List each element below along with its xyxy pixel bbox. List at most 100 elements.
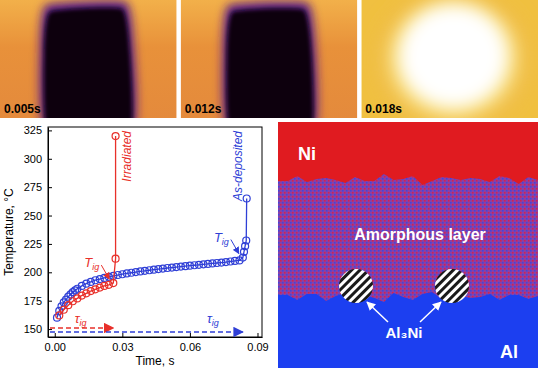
data-point [101,282,108,289]
particle-label: Al₃Ni [386,324,423,341]
x-tick-label: 0.09 [247,341,268,353]
y-tick: 150 [24,323,52,335]
data-point [72,287,79,294]
x-axis-title: Time, s [136,354,175,368]
series-line [57,199,247,318]
ignition-arrow [101,265,109,279]
y-tick-mark [48,329,52,330]
data-point [92,286,99,293]
y-tick-label: 250 [24,210,42,222]
amorphous-layer [278,122,538,368]
y-tick-label: 325 [24,124,42,136]
al-label: Al [500,342,518,362]
plot-frame [48,127,262,337]
x-tick: 0.00 [45,333,66,353]
y-tick-label: 150 [24,323,42,335]
y-tick-mark [48,130,52,131]
data-point [105,281,112,288]
delay-arrow [50,331,243,333]
al3ni-particle [339,269,373,303]
delay-label: τig [207,311,219,328]
axis-line [49,337,263,338]
sample-dark [44,8,133,118]
image-time-label: 0.018s [365,102,402,116]
annotations: τig Tig Irradiated τig Tig As-deposited [50,131,245,332]
x-tick: 0.03 [112,333,133,353]
ignition-label-sub: ig [92,262,99,272]
x-axis: 0.00 0.03 0.06 0.09 [45,333,269,353]
data-point [112,133,119,140]
series-label: Irradiated [120,131,134,182]
x-tick: 0.06 [180,333,201,353]
delay-label-sub: ig [80,318,87,328]
sample-dark [226,9,313,118]
y-tick: 175 [24,295,52,307]
data-point [243,237,250,244]
thermal-image: 0.005s [0,0,177,138]
y-tick-mark [48,272,52,273]
y-tick-mark [48,159,52,160]
y-tick-label: 175 [24,295,42,307]
al-region [278,292,538,368]
y-tick: 200 [24,266,52,278]
delay-label-sub: ig [212,318,219,328]
plot-marks [54,133,251,322]
y-tick: 300 [24,153,52,165]
x-tick-mark [122,333,123,337]
hot-core [398,4,508,108]
series-line [59,136,115,315]
chart: 0.00 0.03 0.06 0.09 150 175 200 225 250 275 300 325… [2,124,269,368]
x-tick-label: 0.00 [45,341,66,353]
ignition-label-sub: ig [222,237,229,247]
y-tick-label: 225 [24,238,42,250]
ignition-label: Tig [214,230,229,247]
ni-label: Ni [298,144,316,164]
x-tick-mark [257,333,258,337]
x-tick-mark [190,333,191,337]
figure: 0.005s 0.012s 0.018s 0.00 0.03 0.06 0.09 150 175… [0,0,538,368]
image-time-label: 0.012s [185,102,222,116]
y-tick-label: 200 [24,266,42,278]
y-axis: 150 175 200 225 250 275 300 325 [24,124,52,337]
y-axis-title: Temperature, °C [2,188,16,276]
thermal-image: 0.012s [181,0,358,138]
y-tick: 325 [24,124,52,136]
ni-region [278,122,538,185]
ignition-label: Tig [84,255,99,272]
al3ni-particle [435,269,469,303]
data-point [83,280,90,287]
x-tick-label: 0.03 [112,341,133,353]
y-tick: 225 [24,238,52,250]
image-time-label: 0.005s [4,102,41,116]
data-point [87,278,94,285]
y-tick-mark [48,216,52,217]
x-tick-label: 0.06 [180,341,201,353]
data-point [92,277,99,284]
data-point [87,288,94,295]
figure-svg: 0.005s 0.012s 0.018s 0.00 0.03 0.06 0.09 150 175… [0,0,538,368]
data-point [96,284,103,291]
data-point [110,280,117,287]
y-tick-label: 300 [24,153,42,165]
x-tick-mark [55,333,56,337]
y-tick-mark [48,187,52,188]
layer-label: Amorphous layer [354,226,486,243]
thermal-image: 0.018s [361,0,538,130]
hot-glow [375,0,531,118]
schematic: Ni Amorphous layer Al₃Ni Al [278,122,538,368]
y-tick-label: 275 [24,181,42,193]
y-tick: 250 [24,210,52,222]
y-tick-mark [48,301,52,302]
data-point [112,255,119,262]
y-tick-mark [48,244,52,245]
y-tick: 275 [24,181,52,193]
particle-arrow [420,302,441,322]
series-label: As-deposited [231,131,245,202]
x-tick: 0.09 [247,333,268,353]
data-point [65,302,72,309]
data-point [96,276,103,283]
delay-label: τig [75,311,87,328]
particle-arrow [367,302,388,322]
ignition-arrow [231,240,239,254]
series-group [54,195,251,321]
